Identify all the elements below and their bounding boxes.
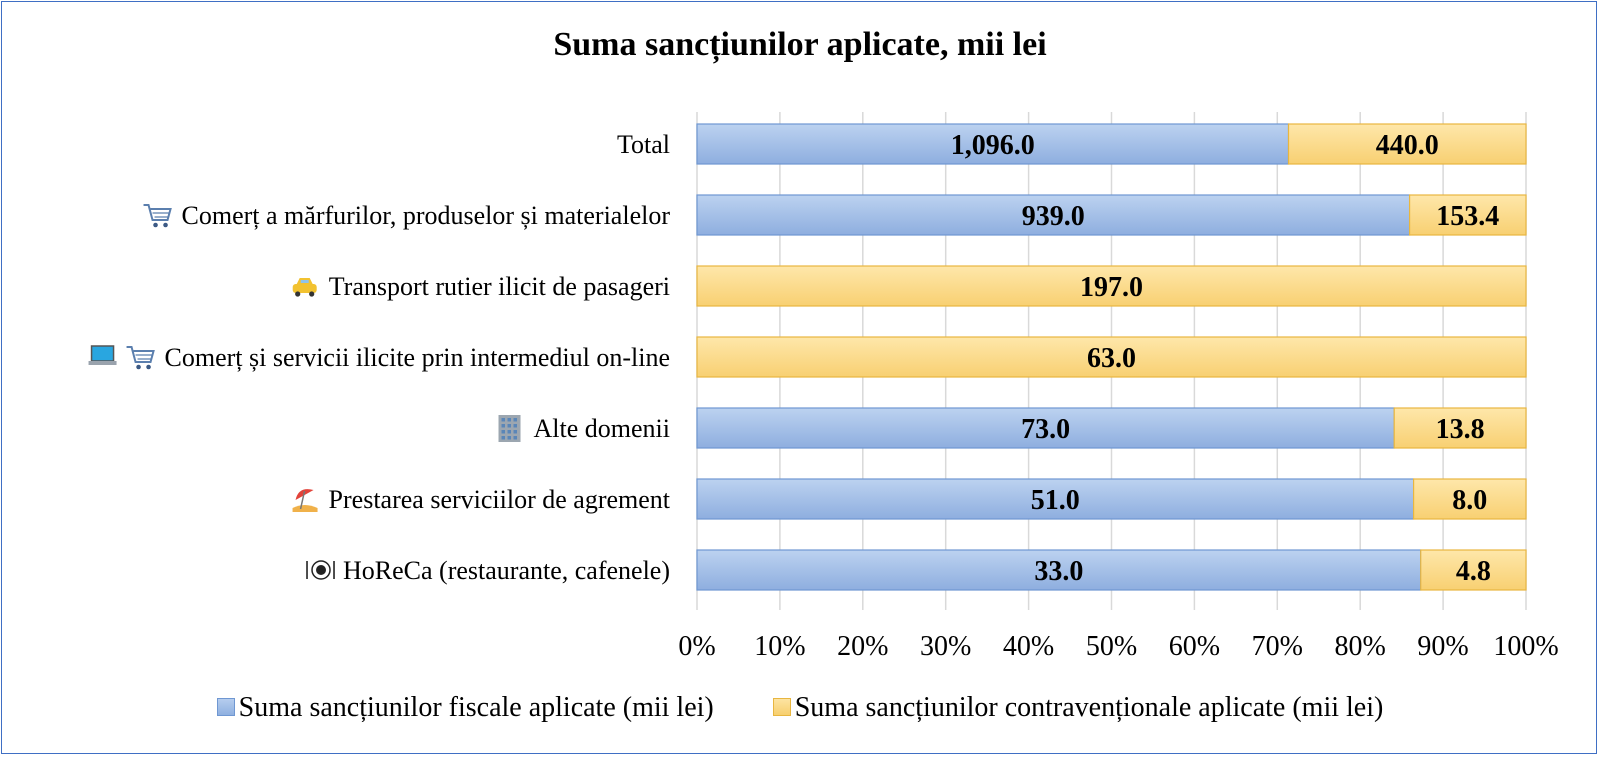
legend-item-contraventional: Suma sancțiunilor contravenționale aplic… (772, 691, 1384, 724)
category-label: Alte domenii (534, 414, 670, 443)
legend: Suma sancțiunilor fiscale aplicate (mii … (0, 690, 1600, 724)
taxi-icon (292, 278, 317, 297)
legend-swatch-contraventional (772, 698, 791, 717)
bar-contraventional (1393, 407, 1527, 449)
data-label-contraventional: 63.0 (1087, 343, 1136, 374)
x-tick-label: 60% (1169, 631, 1220, 662)
data-label-contraventional: 440.0 (1376, 130, 1439, 161)
data-label-contraventional: 153.4 (1436, 201, 1499, 232)
x-tick-label: 50% (1086, 631, 1137, 662)
plate-cutlery-icon (306, 560, 335, 580)
data-label-fiscal: 33.0 (1034, 556, 1083, 587)
office-building-icon (498, 415, 521, 442)
bar-contraventional (1412, 478, 1527, 520)
bar-contraventional (696, 336, 1527, 378)
x-tick-label: 0% (678, 631, 715, 662)
bar-fiscal (696, 478, 1415, 520)
x-tick-label: 70% (1252, 631, 1303, 662)
data-label-fiscal: 939.0 (1022, 201, 1085, 232)
chart-title: Suma sancțiunilor aplicate, mii lei (553, 26, 1047, 63)
bar-contraventional (1287, 123, 1527, 165)
data-label-contraventional: 8.0 (1452, 485, 1487, 516)
category-label: Total (617, 130, 670, 159)
bar-contraventional (1420, 549, 1527, 591)
x-tick-label: 10% (754, 631, 805, 662)
bar-contraventional (1408, 194, 1527, 236)
laptop-cart-icon (88, 345, 155, 370)
data-label-contraventional: 197.0 (1080, 272, 1143, 303)
bar-fiscal (696, 549, 1422, 591)
shopping-cart-icon (143, 204, 172, 228)
category-label: Prestarea serviciilor de agrement (329, 485, 671, 514)
legend-label-contraventional: Suma sancțiunilor contravenționale aplic… (794, 691, 1384, 723)
legend-item-fiscal: Suma sancțiunilor fiscale aplicate (mii … (216, 691, 714, 724)
data-label-contraventional: 4.8 (1456, 556, 1491, 587)
data-label-fiscal: 51.0 (1031, 485, 1080, 516)
bar-fiscal (696, 407, 1395, 449)
data-label-fiscal: 1,096.0 (951, 130, 1035, 161)
x-tick-label: 100% (1493, 631, 1558, 662)
x-tick-label: 30% (920, 631, 971, 662)
data-label-contraventional: 13.8 (1436, 414, 1485, 445)
beach-umbrella-icon (292, 489, 318, 512)
x-tick-label: 90% (1417, 631, 1468, 662)
x-tick-label: 40% (1003, 631, 1054, 662)
x-tick-label: 80% (1335, 631, 1386, 662)
bar-contraventional (696, 265, 1527, 307)
category-label: Comerț a mărfurilor, produselor și mater… (182, 201, 671, 230)
category-label: HoReCa (restaurante, cafenele) (343, 556, 670, 585)
category-label: Comerț și servicii ilicite prin intermed… (165, 343, 670, 372)
data-label-fiscal: 73.0 (1021, 414, 1070, 445)
category-label: Transport rutier ilicit de pasageri (329, 272, 670, 301)
legend-label-fiscal: Suma sancțiunilor fiscale aplicate (mii … (238, 691, 714, 723)
x-tick-label: 20% (837, 631, 888, 662)
legend-swatch-fiscal (216, 698, 235, 717)
